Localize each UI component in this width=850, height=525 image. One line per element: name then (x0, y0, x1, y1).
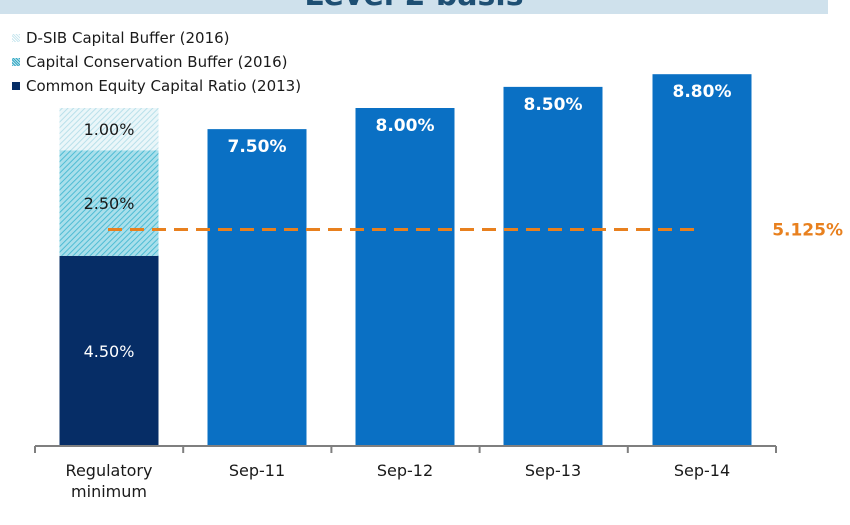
bar-sep-13 (503, 86, 603, 446)
legend-label-dsib: D-SIB Capital Buffer (2016) (26, 29, 230, 47)
legend-label-conservation: Capital Conservation Buffer (2016) (26, 53, 288, 71)
legend-item-common-equity: Common Equity Capital Ratio (2013) (12, 74, 301, 98)
bar-value-label-sep-11: 7.50% (228, 137, 287, 157)
bar-sep-11 (207, 129, 307, 446)
legend-item-conservation: Capital Conservation Buffer (2016) (12, 50, 301, 74)
legend-swatch-common-equity (12, 82, 20, 90)
bar-sep-12 (355, 108, 455, 446)
x-tick-label: Sep-13 (525, 461, 581, 480)
legend-swatch-dsib (12, 34, 20, 42)
stack-segment-common-equity (59, 255, 159, 446)
bars-layer (34, 74, 777, 453)
legend: D-SIB Capital Buffer (2016) Capital Cons… (12, 26, 301, 98)
legend-swatch-conservation (12, 58, 20, 66)
x-tick-label-line1: Regulatory (66, 461, 153, 480)
threshold-label: 5.125% (772, 220, 843, 240)
stack-label-common-equity: 4.50% (84, 342, 135, 361)
stack-segment-dsib-buffer (59, 108, 159, 151)
labels-layer: 4.50% 2.50% 1.00% 7.50% 8.00% 8.50% 8.80% 5.125… (66, 82, 843, 501)
bar-value-label-sep-13: 8.50% (524, 95, 583, 115)
bar-sep-14 (652, 74, 752, 446)
x-tick-label: Sep-11 (229, 461, 285, 480)
stack-label-dsib-buffer: 1.00% (84, 120, 135, 139)
title-band: Level 2 basis (0, 0, 828, 14)
bar-value-label-sep-12: 8.00% (376, 116, 435, 136)
legend-label-common-equity: Common Equity Capital Ratio (2013) (26, 77, 302, 95)
x-tick-label: Sep-12 (377, 461, 433, 480)
chart-title: Level 2 basis (0, 0, 828, 13)
x-tick-label: Sep-14 (674, 461, 730, 480)
stack-segment-conservation-buffer (59, 150, 159, 256)
x-tick-label-line2: minimum (71, 482, 147, 501)
bar-value-label-sep-14: 8.80% (673, 82, 732, 102)
legend-item-dsib: D-SIB Capital Buffer (2016) (12, 26, 301, 50)
stack-label-conservation-buffer: 2.50% (84, 194, 135, 213)
